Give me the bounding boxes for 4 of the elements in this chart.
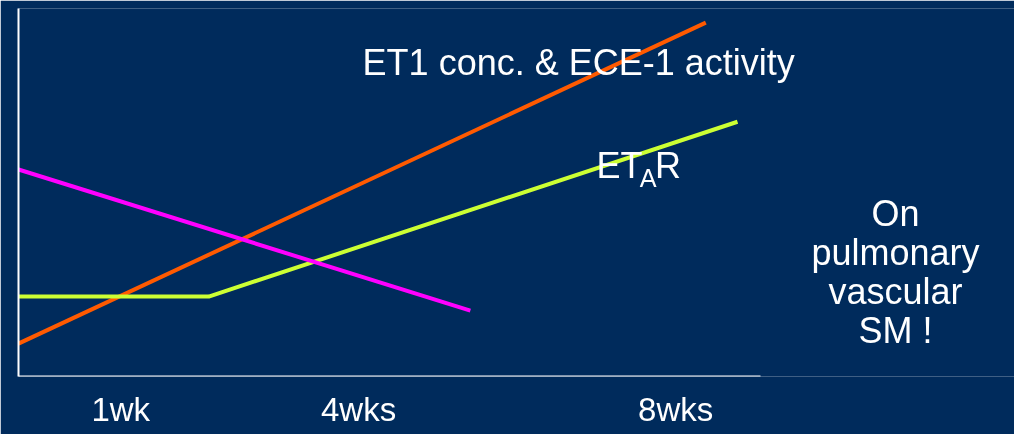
x-tick-label: 8wks <box>638 390 714 428</box>
x-tick-label: 1wk <box>91 390 151 428</box>
text: On pulmonary vascular SM ! <box>811 193 980 351</box>
x-tick-label: 4wks <box>320 390 397 428</box>
